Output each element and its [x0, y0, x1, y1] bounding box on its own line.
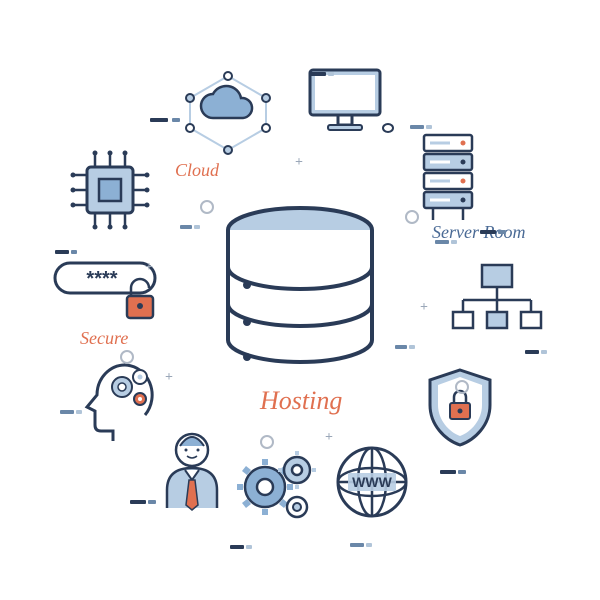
- decorative-dash: [525, 350, 539, 354]
- decorative-dash: [194, 225, 200, 229]
- decorative-dash: [71, 250, 77, 254]
- decorative-dash: [541, 350, 547, 354]
- decorative-dash: [172, 118, 180, 122]
- decorative-dash: [409, 345, 415, 349]
- network-hierarchy-icon: [450, 260, 545, 340]
- decorative-plus: +: [165, 370, 173, 386]
- decorative-dash: [435, 240, 449, 244]
- decorative-dash: [76, 410, 82, 414]
- cloud-network-icon: [178, 68, 278, 158]
- decorative-dash: [148, 500, 156, 504]
- decorative-dash: [150, 118, 168, 122]
- decorative-ring: [200, 200, 214, 214]
- decorative-dash: [180, 225, 192, 229]
- shield-lock-icon: [420, 365, 500, 450]
- hosting-infographic: { "title": "Hosting", "labels": { "hosti…: [0, 0, 600, 600]
- head-gears-icon: [70, 355, 170, 445]
- decorative-dash: [366, 543, 372, 547]
- server-rack-icon: [408, 130, 488, 230]
- decorative-plus: +: [145, 260, 153, 276]
- decorative-dash: [440, 470, 456, 474]
- cloud-label: Cloud: [175, 160, 219, 181]
- decorative-plus: +: [295, 155, 303, 171]
- decorative-dash: [328, 72, 334, 76]
- decorative-dash: [395, 345, 407, 349]
- hosting-label: Hosting: [260, 386, 342, 416]
- decorative-dash: [498, 230, 506, 234]
- cpu-chip-icon: [65, 145, 155, 235]
- decorative-ring: [455, 380, 469, 394]
- decorative-dash: [130, 500, 146, 504]
- decorative-dash: [426, 125, 432, 129]
- globe-www-icon: WWW: [330, 440, 415, 525]
- decorative-dash: [410, 125, 424, 129]
- decorative-plus: +: [420, 300, 428, 316]
- decorative-dash: [451, 240, 457, 244]
- decorative-dash: [458, 470, 466, 474]
- decorative-dash: [350, 543, 364, 547]
- decorative-dash: [60, 410, 74, 414]
- database-icon: [222, 205, 378, 375]
- decorative-dash: [230, 545, 244, 549]
- decorative-dash: [480, 230, 496, 234]
- decorative-ring: [120, 350, 134, 364]
- secure-label: Secure: [80, 328, 128, 349]
- decorative-ring: [405, 210, 419, 224]
- decorative-dash: [246, 545, 252, 549]
- password-dots: ****: [86, 268, 117, 290]
- www-text: WWW: [352, 474, 392, 490]
- decorative-ring: [260, 435, 274, 449]
- decorative-plus: +: [325, 430, 333, 446]
- decorative-dash: [55, 250, 69, 254]
- decorative-dash: [310, 72, 326, 76]
- gears-icon: [235, 445, 325, 530]
